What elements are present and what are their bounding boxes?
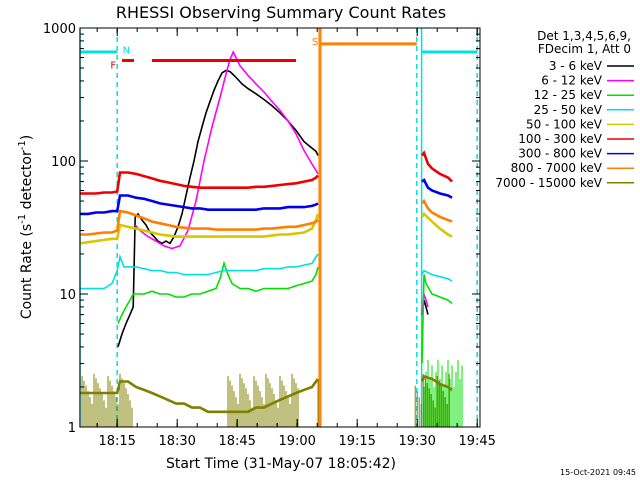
y-tick-label-3: 1000 [43,22,76,37]
x-tick-label-4: 19:15 [338,434,375,449]
legend-entry-label-6: 300 - 800 keV [518,147,602,161]
x-tick-label-6: 19:45 [458,434,495,449]
y-tick-label-2: 100 [51,155,76,170]
series-line-1-seg-0 [134,50,319,250]
legend-header-line-0: Det 1,3,4,5,6,9, [537,29,631,43]
series-line-3-seg-0 [80,253,319,290]
series-line-8-seg-0 [80,378,320,414]
series-line-7-seg-0 [80,209,319,236]
y-tick-label-0: 1 [68,421,76,436]
legend-entry-label-4: 50 - 100 keV [526,117,603,131]
legend-entry-label-5: 100 - 300 keV [518,132,602,146]
legend-header-line-1: FDecim 1, Att 0 [538,42,631,56]
series-line-8-seg-1 [420,374,453,391]
x-tick-label-0: 18:15 [98,434,135,449]
series-line-2-seg-0 [117,260,319,324]
y-axis-label-sup-2: -1 [17,140,28,150]
x-axis-label: Start Time (31-May-07 18:05:42) [166,456,396,472]
flag-label-n: N [123,45,130,56]
legend-entry-label-3: 25 - 50 keV [534,103,603,117]
legend-entry-label-7: 800 - 7000 keV [511,161,603,175]
legend-entry-label-0: 3 - 6 keV [549,59,603,73]
series-line-4-seg-1 [420,211,453,238]
series-line-6-seg-1 [421,177,453,199]
series-line-0-seg-0 [117,69,319,348]
legend-entry-label-1: 6 - 12 keV [541,74,603,88]
footer-timestamp: 15-Oct-2021 09:45 [560,468,636,477]
y-axis-label: Count Rate (s-1 detector-1) [17,135,35,319]
legend: Det 1,3,4,5,6,9,FDecim 1, Att 0 3 - 6 keV… [495,29,634,190]
legend-entry-label-8: 7000 - 15000 keV [495,176,602,190]
chart-title: RHESSI Observing Summary Count Rates [116,3,446,22]
y-axis-label-end: ) [19,135,35,140]
x-tick-label-5: 19:30 [398,434,435,449]
plot-area: NF S 18:15 18:30 18:45 19:00 19:15 19:30 19:45 1 1… [43,22,496,449]
x-tick-label-1: 18:30 [158,434,195,449]
y-axis-label-mid: detector [19,150,35,214]
series-line-2-seg-1 [421,274,453,364]
plot-frame [79,27,481,428]
series-line-3-seg-1 [421,269,453,282]
series-line-5-seg-1 [420,150,453,183]
flag-label-f: F [110,61,116,72]
x-tick-label-2: 18:45 [218,434,255,449]
flag-label-s: S [312,37,318,48]
series-line-6-seg-0 [80,194,319,216]
y-axis-label-sup-1: -1 [17,214,28,224]
x-tick-label-3: 19:00 [278,434,315,449]
series-line-7-seg-1 [421,198,453,223]
legend-entry-label-2: 12 - 25 keV [534,88,603,102]
series-line-5-seg-0 [80,171,319,195]
y-axis-label-main: Count Rate (s [19,224,35,319]
series-line-4-seg-0 [79,213,320,245]
y-tick-label-1: 10 [59,288,76,303]
